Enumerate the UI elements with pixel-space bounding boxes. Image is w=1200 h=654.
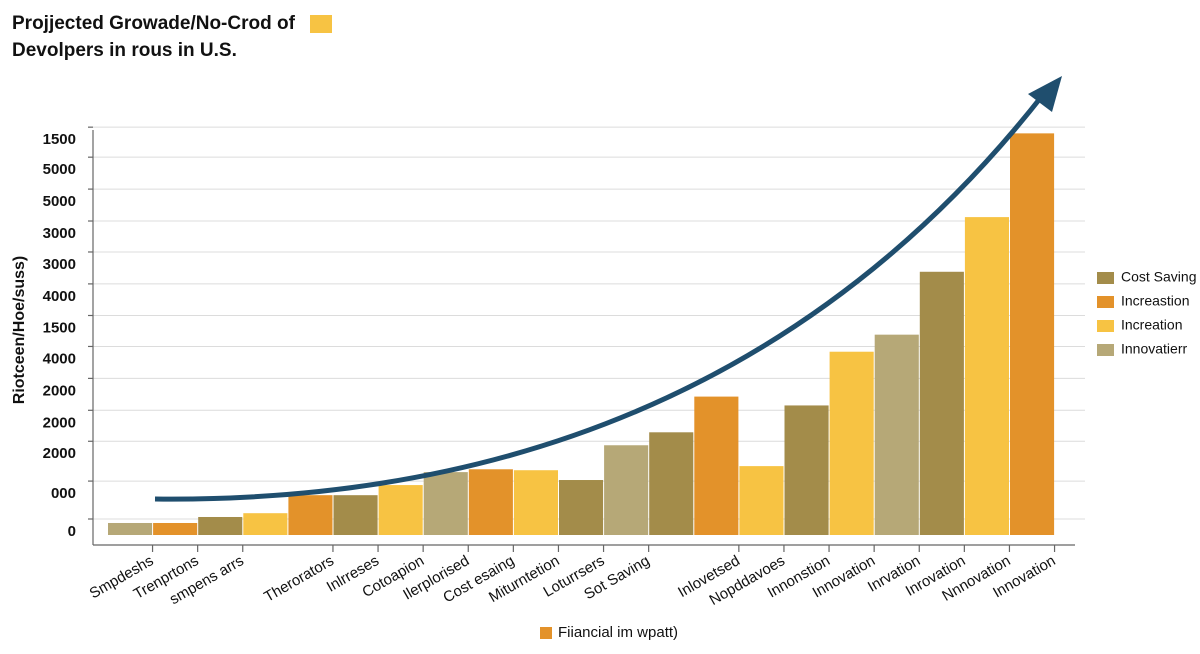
bar: [513, 470, 558, 535]
y-tick-label: 2000: [43, 445, 76, 462]
bar: [153, 522, 198, 535]
y-tick-label: 3000: [43, 256, 76, 273]
bar: [874, 334, 919, 535]
chart-title: Projjected Growade/No-Crod of: [12, 13, 296, 34]
y-tick-label: 4000: [43, 288, 76, 305]
bars: [108, 133, 1055, 535]
y-tick-label: 3000: [43, 225, 76, 242]
legend-swatch: [1097, 320, 1114, 332]
x-axis-label: Fiiancial im wpatt): [558, 624, 678, 641]
legend-swatch: [1097, 296, 1114, 308]
bar: [288, 495, 333, 535]
bar: [243, 513, 288, 535]
arrow-head: [1028, 76, 1062, 112]
y-axis-label: Riotceen/Hoe/suss): [11, 256, 28, 404]
bar: [1010, 133, 1055, 535]
x-label-swatch: [540, 627, 552, 639]
bar: [108, 522, 153, 535]
legend-label: Increastion: [1121, 293, 1189, 309]
legend: Cost Saving Increastion Increation Innovati…: [1097, 269, 1196, 357]
legend-label: Cost Saving: [1121, 269, 1196, 285]
y-tick-label: 1500: [43, 319, 76, 336]
legend-swatch: [1097, 272, 1114, 284]
bar: [559, 480, 604, 535]
legend-label: Innovatierr: [1121, 341, 1187, 357]
bar: [198, 516, 243, 535]
y-tick-label: 000: [51, 485, 76, 502]
bar: [784, 405, 829, 535]
grid: [88, 126, 1085, 520]
y-tick-label: 0: [68, 523, 76, 540]
bar: [333, 495, 378, 535]
trend-arrow: [154, 94, 1044, 502]
y-tick-label: 2000: [43, 414, 76, 431]
bar: [649, 432, 694, 535]
title-swatch: [310, 15, 332, 33]
bar: [739, 466, 784, 535]
legend-label: Increation: [1121, 317, 1182, 333]
bar: [919, 271, 964, 535]
y-tick-label: 4000: [43, 350, 76, 367]
bar: [694, 396, 739, 535]
bar: [829, 351, 874, 535]
y-tick-label: 2000: [43, 382, 76, 399]
legend-swatch: [1097, 344, 1114, 356]
bar: [964, 217, 1009, 535]
chart-subtitle: Devolpers in rous in U.S.: [12, 40, 237, 61]
bar: [378, 485, 423, 535]
y-tick-label: 5000: [43, 193, 76, 210]
bar: [423, 472, 468, 535]
bar: [468, 469, 513, 535]
y-tick-label: 5000: [43, 161, 76, 178]
y-tick-label: 1500: [43, 131, 76, 148]
bar: [604, 445, 649, 535]
